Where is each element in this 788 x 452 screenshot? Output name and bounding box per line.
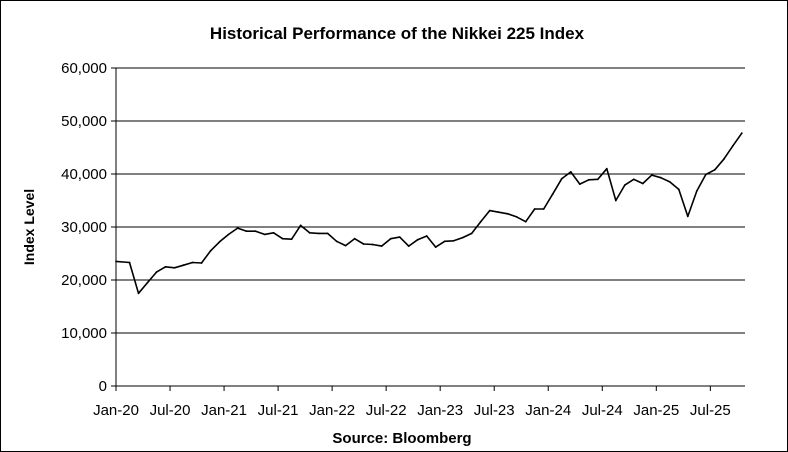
data-point	[569, 171, 572, 173]
data-point	[272, 231, 275, 234]
x-tick-label: Jan-24	[525, 402, 571, 419]
data-point	[191, 261, 194, 264]
x-tick-label: Jan-20	[93, 402, 139, 419]
y-tick-label: 50,000	[61, 113, 107, 130]
data-point	[515, 216, 518, 218]
data-point	[164, 265, 167, 268]
y-tick-label: 20,000	[61, 272, 107, 289]
y-tick-label: 60,000	[61, 60, 107, 77]
data-point	[461, 236, 464, 239]
data-point	[713, 168, 716, 171]
y-tick-label: 30,000	[61, 219, 107, 236]
data-point	[299, 224, 302, 227]
y-axis-label: Index Level	[21, 189, 37, 265]
data-point	[425, 235, 428, 237]
data-point	[137, 292, 140, 295]
data-point	[146, 281, 149, 284]
data-point	[632, 178, 635, 181]
data-point	[623, 184, 626, 187]
series-line	[115, 132, 743, 295]
x-axis-label: Source: Bloomberg	[332, 430, 471, 447]
data-point	[614, 199, 617, 202]
data-point	[434, 246, 437, 249]
data-point	[281, 237, 284, 240]
data-point	[524, 220, 527, 223]
data-point	[155, 271, 158, 273]
data-point	[650, 174, 653, 177]
data-point	[479, 220, 482, 223]
x-tick-label: Jul-22	[366, 402, 407, 419]
data-point	[263, 233, 266, 236]
data-point	[407, 245, 410, 248]
data-point	[668, 181, 671, 183]
data-point	[182, 264, 185, 267]
data-point	[344, 244, 347, 247]
data-point	[173, 266, 176, 269]
data-point	[353, 237, 356, 240]
data-point	[695, 190, 698, 192]
data-point	[605, 167, 608, 170]
data-point	[362, 243, 365, 245]
chart-title: Historical Performance of the Nikkei 225…	[210, 24, 585, 43]
data-point	[371, 243, 374, 246]
series-layer	[115, 132, 743, 295]
data-point	[290, 238, 293, 241]
data-point	[722, 158, 725, 161]
data-point	[533, 208, 536, 210]
data-point	[115, 260, 117, 263]
data-point	[443, 240, 446, 243]
data-point	[596, 178, 599, 181]
x-tick-label: Jan-22	[309, 402, 355, 419]
data-point	[317, 232, 320, 235]
gridlines	[115, 67, 745, 387]
data-point	[218, 240, 221, 243]
data-point	[677, 188, 680, 191]
data-point	[209, 249, 212, 252]
data-point	[308, 231, 311, 234]
x-tick-label: Jul-25	[690, 402, 731, 419]
data-point	[587, 178, 590, 181]
data-point	[335, 240, 338, 243]
data-point	[560, 177, 563, 180]
data-point	[641, 182, 644, 185]
data-point	[254, 230, 257, 233]
x-tick-label: Jan-25	[633, 402, 679, 419]
data-point	[470, 232, 473, 235]
data-point	[578, 183, 581, 186]
x-tick-labels: Jan-20 Jul-20 Jan-21 Jul-21 Jan-22 Jul-22 Jan-…	[93, 386, 731, 419]
data-point	[551, 193, 554, 196]
data-point	[731, 145, 734, 147]
data-point	[452, 239, 455, 242]
data-point	[245, 230, 248, 233]
data-point	[200, 262, 203, 264]
data-point	[236, 227, 239, 230]
x-tick-label: Jul-23	[474, 402, 515, 419]
data-point	[398, 236, 401, 239]
data-point	[542, 208, 545, 210]
data-point	[389, 237, 392, 240]
data-point	[227, 233, 230, 236]
y-tick-label: 0	[99, 378, 107, 395]
data-point	[704, 173, 707, 176]
data-point	[326, 232, 329, 235]
x-tick-label: Jan-23	[417, 402, 463, 419]
data-point	[380, 245, 383, 248]
x-tick-label: Jul-20	[150, 402, 191, 419]
data-point	[488, 209, 491, 212]
y-tick-label: 10,000	[61, 325, 107, 342]
x-tick-label: Jan-21	[201, 402, 247, 419]
data-point	[659, 176, 662, 179]
data-point	[686, 215, 689, 218]
x-tick-label: Jul-21	[258, 402, 299, 419]
y-tick-labels: 0 10,000 20,000 30,000 40,000 50,000 60,000	[61, 60, 116, 395]
x-tick-label: Jul-24	[582, 402, 623, 419]
data-point	[416, 238, 419, 241]
data-point	[497, 211, 500, 214]
y-tick-label: 40,000	[61, 166, 107, 183]
data-point	[506, 212, 509, 215]
data-point	[740, 132, 743, 135]
data-point	[128, 261, 131, 264]
